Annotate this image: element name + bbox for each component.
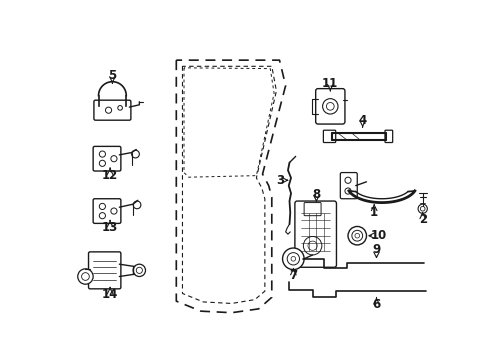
Circle shape: [133, 264, 145, 276]
FancyBboxPatch shape: [304, 203, 321, 216]
Circle shape: [111, 208, 117, 214]
Circle shape: [347, 226, 366, 245]
FancyBboxPatch shape: [93, 199, 121, 223]
Circle shape: [326, 103, 333, 110]
Circle shape: [307, 241, 317, 250]
Text: 13: 13: [102, 221, 118, 234]
Text: 12: 12: [102, 169, 118, 182]
Circle shape: [303, 237, 321, 255]
Circle shape: [81, 273, 89, 280]
FancyBboxPatch shape: [88, 252, 121, 289]
Text: 6: 6: [372, 298, 380, 311]
Circle shape: [133, 201, 141, 209]
FancyBboxPatch shape: [340, 172, 357, 199]
Text: 10: 10: [370, 229, 386, 242]
FancyBboxPatch shape: [93, 147, 121, 171]
Text: 4: 4: [358, 114, 366, 127]
FancyBboxPatch shape: [94, 100, 131, 120]
Circle shape: [290, 256, 295, 261]
Circle shape: [131, 150, 139, 158]
Circle shape: [78, 269, 93, 284]
Circle shape: [99, 160, 105, 166]
Circle shape: [417, 204, 427, 213]
Text: 9: 9: [372, 243, 380, 256]
Text: 2: 2: [418, 213, 426, 226]
Circle shape: [282, 248, 304, 270]
Circle shape: [105, 107, 111, 113]
Circle shape: [322, 99, 337, 114]
FancyBboxPatch shape: [323, 130, 335, 143]
Circle shape: [344, 188, 350, 194]
Circle shape: [351, 230, 362, 241]
Text: 1: 1: [369, 206, 378, 219]
Circle shape: [344, 177, 350, 183]
FancyBboxPatch shape: [384, 130, 392, 143]
Circle shape: [99, 213, 105, 219]
Circle shape: [354, 233, 359, 238]
Circle shape: [99, 151, 105, 157]
FancyBboxPatch shape: [294, 201, 336, 267]
Text: 11: 11: [322, 77, 338, 90]
Circle shape: [420, 206, 424, 211]
Circle shape: [99, 203, 105, 210]
Circle shape: [136, 267, 142, 274]
FancyBboxPatch shape: [315, 89, 344, 124]
Text: 8: 8: [312, 188, 320, 201]
Text: 5: 5: [108, 69, 116, 82]
Text: 7: 7: [289, 269, 297, 282]
Text: 14: 14: [102, 288, 118, 301]
Circle shape: [286, 253, 299, 265]
Text: 3: 3: [276, 174, 284, 187]
Circle shape: [118, 105, 122, 110]
Circle shape: [111, 156, 117, 162]
